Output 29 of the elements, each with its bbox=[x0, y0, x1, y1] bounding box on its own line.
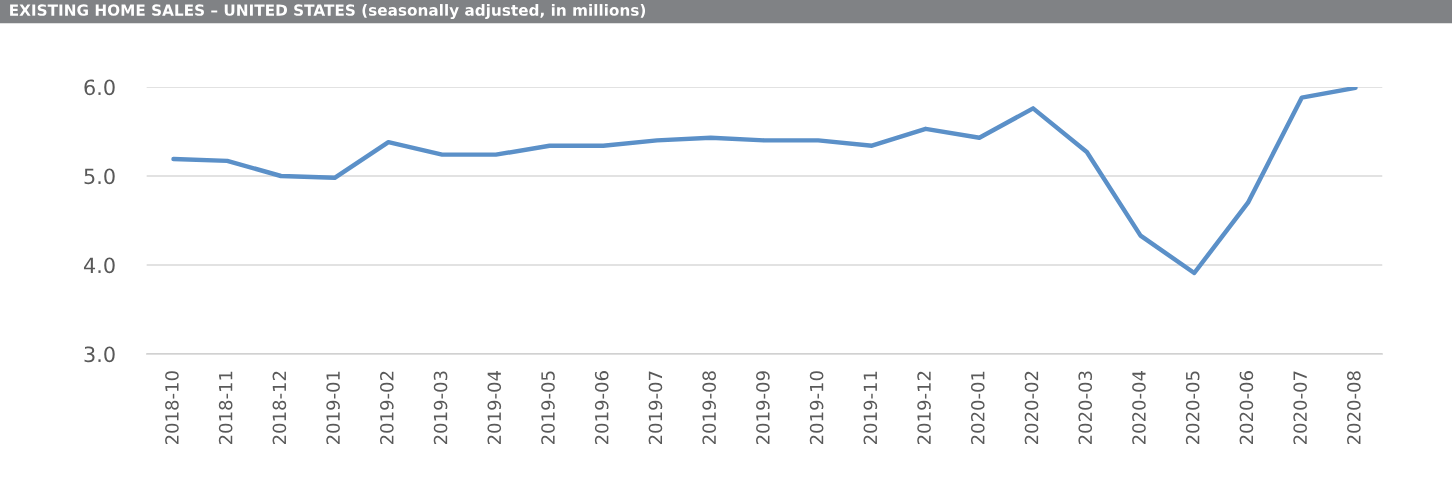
x-tick-label: 2019-05 bbox=[541, 371, 555, 445]
line-series bbox=[171, 87, 1358, 276]
x-tick-label: 2019-01 bbox=[326, 371, 340, 445]
y-tick-label: 5.0 bbox=[84, 168, 115, 185]
x-tick-label: 2019-07 bbox=[648, 371, 663, 445]
x-tick-label: 2018-11 bbox=[218, 371, 233, 445]
x-tick-label: 2020-05 bbox=[1185, 371, 1200, 445]
y-tick-label: 6.0 bbox=[84, 79, 115, 96]
x-tick-label: 2020-02 bbox=[1024, 371, 1039, 445]
x-tick-label: 2020-03 bbox=[1078, 371, 1093, 445]
y-tick-label: 3.0 bbox=[84, 346, 115, 363]
x-tick-label: 2020-06 bbox=[1239, 371, 1254, 445]
x-tick-label: 2020-07 bbox=[1293, 371, 1307, 445]
x-tick-label: 2019-03 bbox=[433, 371, 448, 445]
x-tick-label: 2019-08 bbox=[702, 371, 716, 445]
y-tick-label: 4.0 bbox=[83, 257, 115, 274]
x-tick-label: 2018-10 bbox=[165, 371, 179, 445]
x-tick-label: 2020-04 bbox=[1132, 370, 1146, 445]
x-tick-label: 2019-02 bbox=[379, 371, 394, 445]
x-tick-label: 2019-12 bbox=[917, 371, 931, 445]
x-tick-label: 2019-04 bbox=[487, 370, 502, 445]
x-tick-label: 2019-09 bbox=[756, 371, 770, 445]
x-tick-label: 2020-01 bbox=[970, 371, 985, 445]
x-tick-label: 2019-11 bbox=[863, 371, 878, 445]
x-tick-label: 2019-06 bbox=[594, 371, 609, 445]
x-tick-label: 2020-08 bbox=[1347, 371, 1361, 445]
x-tick-label: 2018-12 bbox=[272, 371, 287, 445]
x-tick-label: 2019-10 bbox=[809, 371, 824, 445]
chart-title: EXISTING HOME SALES – UNITED STATES (seasonally adjusted, in millions) bbox=[10, 4, 646, 19]
